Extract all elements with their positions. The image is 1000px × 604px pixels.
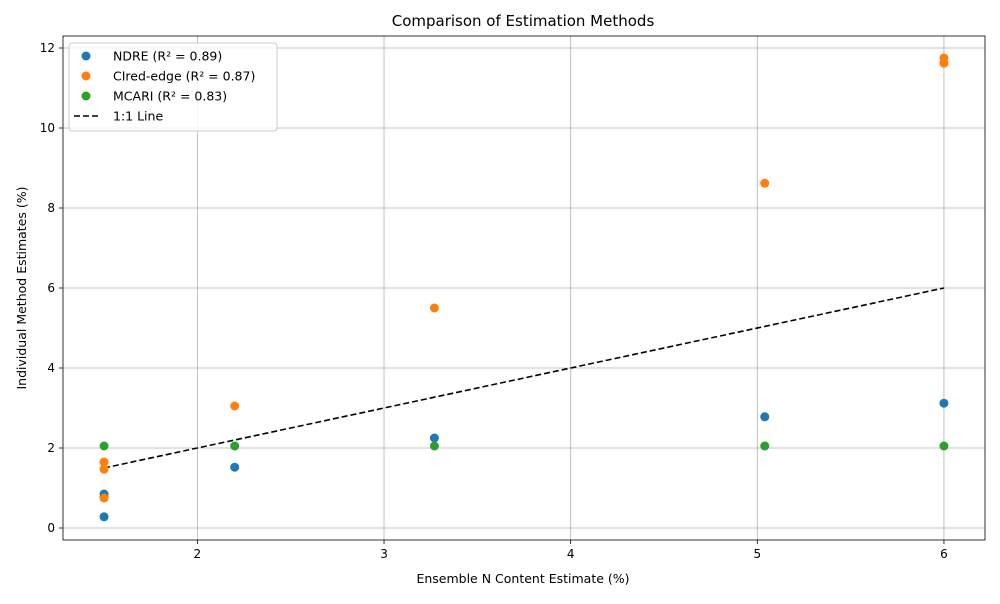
data-point bbox=[230, 462, 240, 472]
data-point bbox=[760, 441, 770, 451]
legend: NDRE (R² = 0.89) CIred-edge (R² = 0.87) MC… bbox=[68, 42, 278, 132]
x-tick-label: 3 bbox=[380, 547, 388, 561]
x-tick-label: 2 bbox=[194, 547, 202, 561]
data-point bbox=[429, 441, 439, 451]
x-tick-label: 4 bbox=[567, 547, 575, 561]
y-axis-ticks: 0 2 4 6 8 10 12 bbox=[40, 41, 63, 535]
y-tick-label: 10 bbox=[40, 121, 55, 135]
y-tick-label: 12 bbox=[40, 41, 55, 55]
data-point bbox=[99, 457, 109, 467]
data-point bbox=[230, 441, 240, 451]
legend-marker bbox=[81, 91, 91, 101]
series-2-points bbox=[99, 441, 949, 451]
one-to-one-line bbox=[103, 287, 945, 469]
data-point bbox=[429, 303, 439, 313]
y-tick-label: 0 bbox=[47, 521, 55, 535]
y-tick-label: 4 bbox=[47, 361, 55, 375]
y-tick-label: 2 bbox=[47, 441, 55, 455]
data-point bbox=[429, 433, 439, 443]
data-point bbox=[760, 412, 770, 422]
series-1-points bbox=[99, 53, 949, 503]
data-point bbox=[939, 441, 949, 451]
data-point bbox=[939, 53, 949, 63]
legend-box bbox=[68, 42, 278, 132]
data-point bbox=[99, 493, 109, 503]
data-point bbox=[939, 398, 949, 408]
x-axis-ticks: 2 3 4 5 6 bbox=[194, 540, 948, 561]
data-point bbox=[760, 178, 770, 188]
data-point bbox=[230, 401, 240, 411]
series-0-points bbox=[99, 398, 949, 522]
y-axis-label: Individual Method Estimates (%) bbox=[14, 186, 29, 389]
legend-label: CIred-edge (R² = 0.87) bbox=[113, 69, 255, 84]
chart-title: Comparison of Estimation Methods bbox=[392, 12, 655, 30]
data-point bbox=[99, 441, 109, 451]
legend-label: NDRE (R² = 0.89) bbox=[113, 49, 222, 64]
data-points bbox=[99, 53, 949, 522]
x-axis-label: Ensemble N Content Estimate (%) bbox=[416, 571, 629, 586]
y-tick-label: 8 bbox=[47, 201, 55, 215]
data-point bbox=[99, 512, 109, 522]
legend-label: 1:1 Line bbox=[113, 109, 163, 124]
reference-line-layer bbox=[103, 287, 945, 469]
legend-label: MCARI (R² = 0.83) bbox=[113, 89, 227, 104]
y-tick-label: 6 bbox=[47, 281, 55, 295]
data-point bbox=[99, 464, 109, 474]
x-tick-label: 6 bbox=[940, 547, 948, 561]
x-tick-label: 5 bbox=[753, 547, 761, 561]
legend-marker bbox=[81, 51, 91, 61]
legend-marker bbox=[81, 71, 91, 81]
